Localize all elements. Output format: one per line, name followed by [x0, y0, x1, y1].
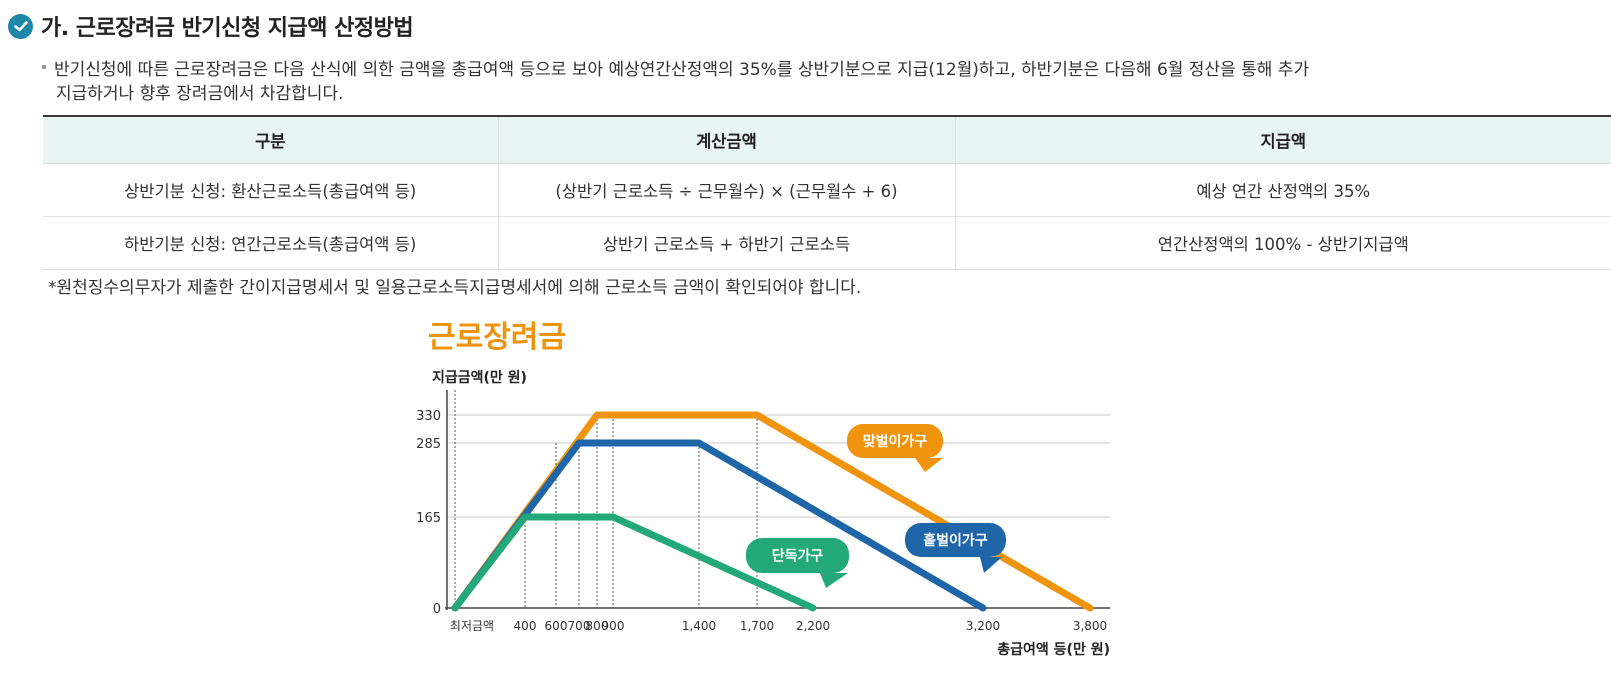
legend-bubble-tail: [980, 557, 1002, 573]
series-line-맞벌이가구: [451, 411, 1094, 612]
check-circle-icon: [8, 13, 33, 39]
legend-bubble-tail: [820, 573, 848, 588]
y-axis-label: 지급금액(만 원): [432, 369, 527, 386]
header-payment: 지급액: [954, 115, 1611, 164]
table-row: 하반기분 신청: 연간근로소득(총급여액 등) 상반기 근로소득 + 하반기 근…: [43, 216, 1611, 270]
legend-label: 홑벌이가구: [923, 532, 988, 549]
legend-bubble: [847, 424, 943, 458]
table-cell: 연간산정액의 100% - 상반기지급액: [954, 216, 1611, 270]
y-tick-label: 330: [416, 409, 441, 424]
section-description: 반기신청에 따른 근로장려금은 다음 산식에 의한 금액을 총급여액 등으로 보…: [42, 58, 1562, 106]
x-tick-label: 800: [586, 619, 609, 633]
header-category: 구분: [43, 115, 498, 164]
legend-bubble: [905, 523, 1006, 557]
header-calculation: 계산금액: [497, 115, 955, 164]
footnote: *원천징수의무자가 제출한 간이지급명세서 및 일용근로소득지급명세서에 의해 …: [48, 278, 862, 298]
x-tick-label: 1,700: [740, 619, 774, 633]
table-cell: 하반기분 신청: 연간근로소득(총급여액 등): [43, 216, 498, 270]
y-tick-label: 165: [416, 511, 441, 526]
bullet-icon: [42, 65, 46, 69]
table-row: 상반기분 신청: 환산근로소득(총급여액 등) (상반기 근로소득 ÷ 근무월수…: [43, 163, 1611, 217]
x-tick-label: 2,200: [796, 619, 830, 633]
chart-title: 근로장려금: [428, 320, 566, 355]
table-cell: (상반기 근로소득 ÷ 근무월수) × (근무월수 + 6): [497, 163, 955, 217]
x-tick-label: 1,400: [682, 619, 716, 633]
table-cell: 예상 연간 산정액의 35%: [954, 163, 1611, 217]
legend-label: 맞벌이가구: [863, 433, 928, 450]
description-line-1: 반기신청에 따른 근로장려금은 다음 산식에 의한 금액을 총급여액 등으로 보…: [54, 60, 1310, 80]
table-cell: 상반기 근로소득 + 하반기 근로소득: [497, 216, 955, 270]
x-tick-label: 3,800: [1073, 619, 1107, 633]
table-header-row: 구분 계산금액 지급액: [43, 115, 1611, 164]
x-axis-label: 총급여액 등(만 원): [997, 641, 1110, 658]
series-line-홑벌이가구: [451, 439, 987, 612]
y-tick-label: 0: [433, 602, 441, 617]
x-tick-label: 400: [514, 619, 537, 633]
series-line-단독가구: [451, 513, 817, 612]
section-header: 가. 근로장려금 반기신청 지급액 산정방법: [8, 10, 414, 42]
table-cell: 상반기분 신청: 환산근로소득(총급여액 등): [43, 163, 498, 217]
x-tick-label: 600: [545, 619, 568, 633]
description-line-2: 지급하거나 향후 장려금에서 차감합니다.: [56, 84, 344, 104]
section-title: 가. 근로장려금 반기신청 지급액 산정방법: [41, 16, 414, 41]
legend-label: 단독가구: [772, 548, 824, 565]
x-tick-label: 3,200: [966, 619, 1000, 633]
y-tick-label: 285: [416, 437, 441, 452]
calculation-table: 구분 계산금액 지급액 상반기분 신청: 환산근로소득(총급여액 등) (상반기…: [43, 115, 1611, 270]
x-tick-label: 최저금액: [450, 619, 494, 633]
x-tick-label: 900: [602, 619, 625, 633]
legend-bubble-tail: [915, 458, 943, 472]
x-tick-label: 700: [568, 619, 591, 633]
legend-bubble: [746, 538, 849, 573]
